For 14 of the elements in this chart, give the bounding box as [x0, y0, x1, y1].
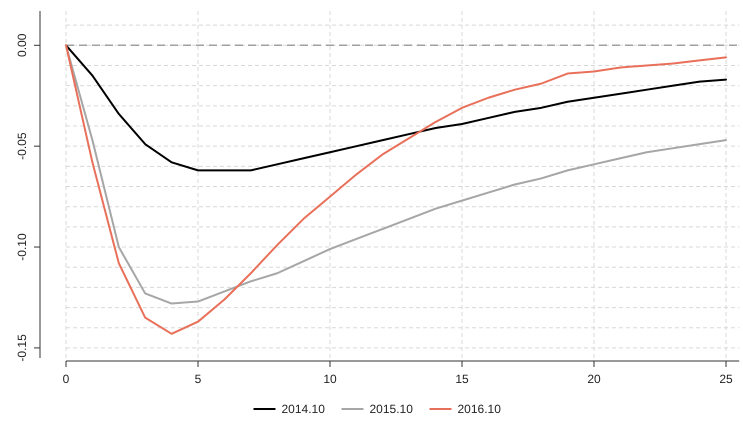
x-tick-label: 20	[587, 372, 601, 386]
x-tick-label: 25	[719, 372, 733, 386]
legend-label: 2016.10	[458, 402, 502, 416]
y-tick-label: -0.05	[15, 132, 29, 160]
legend-label: 2014.10	[282, 402, 326, 416]
x-tick-label: 0	[62, 372, 70, 386]
line-series	[65, 44, 727, 172]
y-tick-label: 0.00	[15, 33, 29, 57]
x-tick-label: 5	[194, 372, 202, 386]
y-tick-label: -0.10	[15, 233, 29, 261]
x-tick-label: 10	[323, 372, 337, 386]
legend-label: 2015.10	[370, 402, 414, 416]
x-tick-label: 15	[455, 372, 469, 386]
y-tick-label: -0.15	[15, 334, 29, 362]
